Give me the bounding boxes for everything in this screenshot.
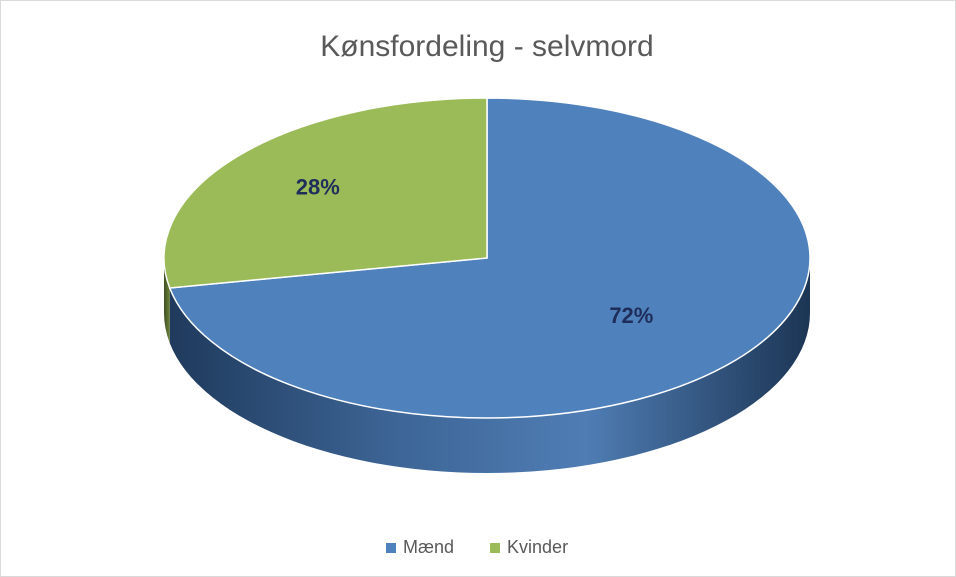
legend-label: Mænd [403,537,454,557]
pie-side [169,258,811,473]
legend-label: Kvinder [507,537,568,557]
data-label: 28% [296,174,340,199]
pie-side [164,258,170,343]
chart-title: Kønsfordeling - selvmord [320,30,653,63]
legend-swatch [490,543,501,553]
pie-slice [163,97,488,289]
data-label: 72% [609,303,653,328]
legend-swatch [386,543,396,553]
pie-slice [168,97,811,419]
